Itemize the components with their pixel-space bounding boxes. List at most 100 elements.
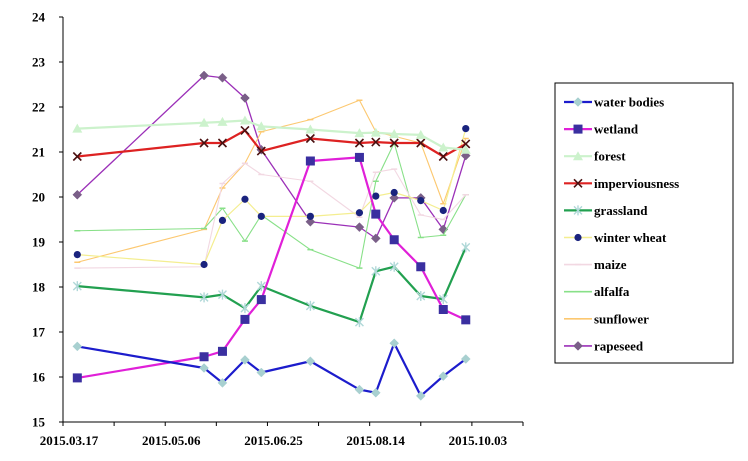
data-point-wetland — [256, 295, 266, 305]
data-point-wetland — [371, 209, 381, 219]
data-point-winter-wheat — [417, 197, 425, 205]
data-point-forest — [438, 142, 449, 152]
data-point-forest — [217, 116, 228, 126]
data-point-rapeseed — [217, 72, 228, 83]
data-point-winter-wheat — [241, 195, 249, 203]
data-point-imperviousness — [461, 139, 471, 149]
data-point-forest — [415, 129, 426, 139]
data-point-water-bodies — [460, 354, 471, 364]
legend-label: sunflower — [594, 311, 649, 326]
x-tick-label: 2015.05.06 — [142, 433, 201, 448]
data-point-water-bodies — [256, 367, 267, 378]
y-tick-label: 23 — [32, 55, 46, 70]
data-point-imperviousness — [354, 138, 365, 148]
series-line-forest — [77, 119, 466, 151]
data-point-water-bodies — [438, 371, 449, 381]
series-maize — [74, 162, 469, 269]
data-point-winter-wheat — [218, 216, 227, 224]
data-point-wetland — [199, 352, 209, 362]
legend-item-grassland: grassland — [564, 203, 648, 218]
data-point-wetland — [354, 152, 364, 162]
data-point-wetland — [438, 305, 448, 314]
legend-label: wetland — [594, 122, 639, 137]
y-tick-label: 24 — [32, 10, 46, 25]
series-line-winter-wheat — [77, 128, 467, 266]
data-point-water-bodies — [217, 377, 228, 388]
y-tick-label: 16 — [32, 370, 46, 385]
data-point-water-bodies — [370, 387, 381, 398]
legend-item-water-bodies: water bodies — [564, 95, 664, 110]
legend-label: rapeseed — [594, 338, 644, 353]
data-point-winter-wheat — [306, 212, 314, 220]
data-point-forest — [389, 129, 400, 138]
data-point-grassland — [389, 261, 399, 272]
series-imperviousness — [72, 125, 471, 162]
legend-swatch-marker — [573, 341, 583, 351]
data-point-imperviousness — [199, 138, 209, 148]
data-point-grassland — [305, 300, 315, 311]
data-point-winter-wheat — [355, 209, 364, 217]
data-point-imperviousness — [256, 146, 266, 156]
series-line-sunflower — [77, 99, 467, 263]
legend-item-wetland: wetland — [564, 122, 639, 137]
series-wetland — [72, 152, 471, 383]
data-point-wetland — [305, 156, 315, 166]
data-point-winter-wheat — [257, 212, 265, 220]
data-point-forest — [460, 144, 471, 154]
legend-label: imperviousness — [594, 176, 679, 191]
data-point-rapeseed — [72, 189, 83, 200]
legend-item-sunflower: sunflower — [564, 311, 649, 326]
x-tick-label: 2015.08.14 — [346, 433, 405, 448]
data-point-grassland — [217, 289, 227, 300]
legend-item-alfalfa: alfalfa — [564, 284, 630, 299]
series-line-water-bodies — [77, 342, 467, 397]
data-point-forest — [72, 123, 83, 133]
series-grassland — [72, 242, 471, 328]
data-point-rapeseed — [305, 216, 316, 227]
x-tick-label: 2015.03.17 — [40, 433, 99, 448]
data-point-wetland — [240, 314, 250, 324]
legend-swatch-marker — [573, 97, 583, 107]
data-point-forest — [256, 121, 267, 131]
data-point-wetland — [217, 346, 227, 356]
data-point-forest — [305, 124, 316, 134]
data-point-imperviousness — [240, 125, 250, 135]
legend-label: forest — [594, 149, 626, 164]
data-point-winter-wheat — [439, 206, 447, 215]
data-point-winter-wheat — [372, 192, 380, 200]
legend-label: water bodies — [594, 95, 664, 110]
data-point-imperviousness — [217, 138, 228, 148]
data-point-wetland — [72, 373, 82, 383]
y-tick-label: 22 — [32, 100, 45, 115]
data-point-wetland — [461, 315, 471, 325]
data-point-forest — [199, 117, 210, 127]
data-point-grassland — [240, 303, 250, 314]
legend-item-forest: forest — [564, 149, 626, 164]
data-point-imperviousness — [416, 138, 426, 148]
legend-swatch-marker — [573, 205, 583, 216]
data-point-imperviousness — [371, 137, 381, 147]
y-tick-label: 17 — [32, 325, 46, 340]
data-point-water-bodies — [354, 384, 365, 395]
data-point-imperviousness — [389, 138, 399, 148]
data-point-forest — [239, 115, 250, 125]
series-forest — [72, 115, 471, 154]
data-point-imperviousness — [438, 151, 448, 162]
data-point-grassland — [438, 294, 448, 305]
data-point-winter-wheat — [462, 125, 470, 133]
data-point-grassland — [461, 242, 471, 253]
legend-swatch-marker — [573, 151, 583, 161]
data-point-grassland — [416, 291, 426, 301]
legend-label: grassland — [594, 203, 648, 218]
data-point-rapeseed — [370, 233, 381, 244]
legend-item-rapeseed: rapeseed — [564, 338, 644, 353]
data-point-winter-wheat — [200, 260, 208, 269]
y-tick-label: 18 — [32, 280, 46, 295]
series-line-maize — [77, 162, 467, 269]
y-tick-label: 15 — [32, 415, 46, 430]
data-point-imperviousness — [305, 133, 315, 144]
series-layer — [72, 70, 471, 401]
data-point-forest — [370, 127, 381, 137]
legend-label: maize — [594, 257, 627, 272]
series-line-imperviousness — [77, 129, 467, 158]
